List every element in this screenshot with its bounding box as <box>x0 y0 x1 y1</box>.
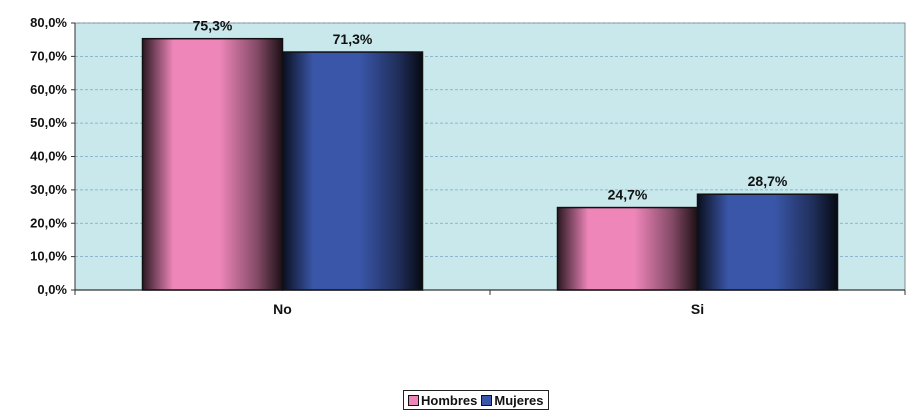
x-category-label: No <box>273 301 292 317</box>
y-tick-label: 0,0% <box>37 282 67 297</box>
bar-hombres-si <box>556 206 699 291</box>
legend-item-hombres: Hombres <box>408 393 477 408</box>
legend: Hombres Mujeres <box>403 390 549 410</box>
data-label: 28,7% <box>748 173 788 189</box>
bar-mujeres-no <box>281 51 424 291</box>
bar-mujeres-si <box>696 193 839 291</box>
legend-item-mujeres: Mujeres <box>481 392 544 408</box>
data-label: 71,3% <box>333 31 373 47</box>
data-label: 75,3% <box>193 18 233 34</box>
bars <box>141 37 839 291</box>
y-tick-label: 10,0% <box>30 249 67 264</box>
legend-swatch-hombres <box>408 394 419 406</box>
legend-swatch-mujeres <box>481 394 493 406</box>
legend-label-mujeres: Mujeres <box>494 392 544 408</box>
axes: 0,0% 10,0% 20,0% 30,0% 40,0% 50,0% 60,0% 70,0% 8… <box>30 15 906 297</box>
y-tick-label: 60,0% <box>30 82 67 97</box>
y-tick-label: 80,0% <box>30 15 67 30</box>
y-tick-label: 20,0% <box>30 215 67 230</box>
y-tick-label: 50,0% <box>30 115 67 130</box>
x-category-label: Si <box>691 301 704 317</box>
y-tick-label: 70,0% <box>30 48 67 63</box>
legend-label-hombres: Hombres <box>421 392 478 408</box>
bar-hombres-no <box>141 37 284 291</box>
labels: No 75,3% 71,3% Si 24,7% 28,7% <box>193 18 788 317</box>
bar-chart: 0,0% 10,0% 20,0% 30,0% 40,0% 50,0% 60,0% 70,0% 8… <box>30 15 906 317</box>
y-tick-label: 40,0% <box>30 149 67 164</box>
y-tick-label: 30,0% <box>30 182 67 197</box>
data-label: 24,7% <box>608 187 648 203</box>
